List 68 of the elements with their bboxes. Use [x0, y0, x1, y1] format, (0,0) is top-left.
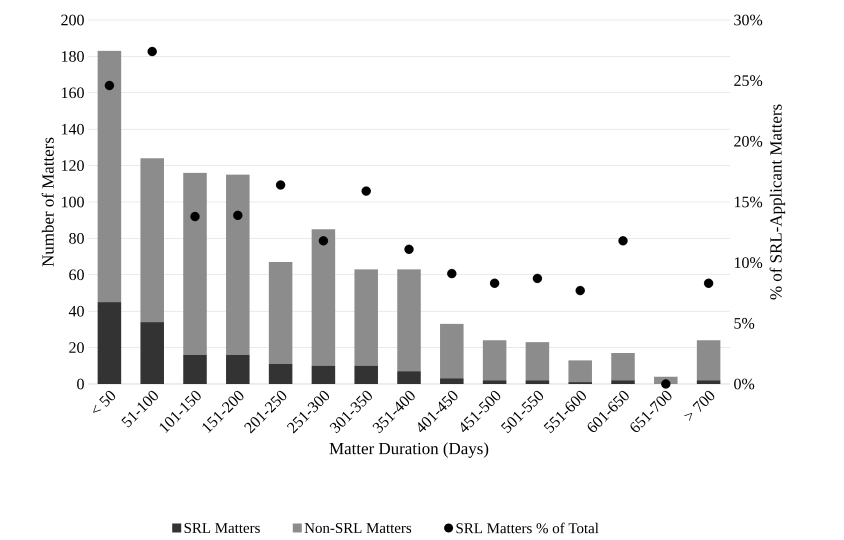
point [704, 278, 714, 288]
y-tick-label: 20 [69, 342, 84, 353]
bar [526, 342, 550, 380]
legend-label: Non-SRL Matters [304, 522, 412, 533]
y-tick-label: 40 [68, 306, 84, 317]
bar [98, 302, 122, 384]
bar [440, 324, 464, 379]
point [104, 80, 114, 90]
bar [611, 380, 635, 384]
bar [98, 50, 122, 302]
point [190, 212, 200, 222]
bar [696, 340, 720, 380]
bar [268, 364, 292, 384]
point [233, 210, 242, 220]
point [532, 274, 542, 284]
y2-tick-label: 15% [734, 196, 762, 208]
y2-tick-label: 20% [734, 136, 762, 147]
y-tick-label: 160 [62, 87, 84, 98]
legend-label: SRL Matters % of Total [456, 522, 599, 534]
y-axis-title: Number of Matters [42, 138, 54, 266]
bar [568, 360, 592, 382]
legend-label: SRL Matters [184, 522, 260, 533]
y2-tick-label: 25% [734, 75, 762, 86]
point [661, 379, 670, 389]
point [276, 180, 286, 190]
point [318, 236, 328, 246]
bar [526, 380, 550, 384]
bar [183, 172, 207, 355]
y2-tick-label: 5% [734, 318, 754, 329]
point [362, 186, 371, 196]
bar [354, 269, 378, 366]
y2-tick-label: 0% [734, 378, 754, 390]
bar [696, 380, 720, 384]
point [404, 244, 414, 254]
y-tick-label: 100 [62, 196, 84, 208]
bar [397, 269, 421, 372]
bar [397, 371, 421, 384]
x-axis-title: Matter Duration (Days) [330, 442, 488, 458]
bar [440, 378, 464, 384]
bar [140, 322, 164, 384]
bar [140, 158, 164, 322]
y-tick-label: 120 [62, 160, 84, 171]
y2-axis-title: % of SRL-Applicant Matters [770, 104, 786, 300]
y-tick-label: 140 [62, 124, 84, 135]
bar [312, 229, 336, 366]
y-tick-label: 0 [77, 378, 84, 390]
point [576, 286, 585, 296]
point [618, 236, 628, 246]
bar [611, 353, 635, 380]
y-tick-label: 60 [69, 269, 84, 280]
point [148, 46, 157, 56]
y-tick-label: 200 [61, 14, 84, 26]
x-tick-label: < 50 [93, 390, 116, 413]
y-tick-label: 80 [69, 233, 84, 244]
bar [183, 354, 207, 384]
y2-tick-label: 30% [734, 14, 762, 26]
bar [312, 366, 336, 384]
y2-tick-label: 10% [734, 257, 762, 268]
point [447, 268, 456, 278]
bar [482, 380, 506, 384]
y-tick-label: 180 [62, 51, 84, 62]
bar [268, 262, 292, 364]
bar [226, 174, 250, 355]
bar [354, 366, 378, 384]
point [490, 278, 500, 288]
bar [226, 354, 250, 384]
x-tick-label: > 700 [684, 390, 714, 421]
bar [482, 340, 506, 380]
